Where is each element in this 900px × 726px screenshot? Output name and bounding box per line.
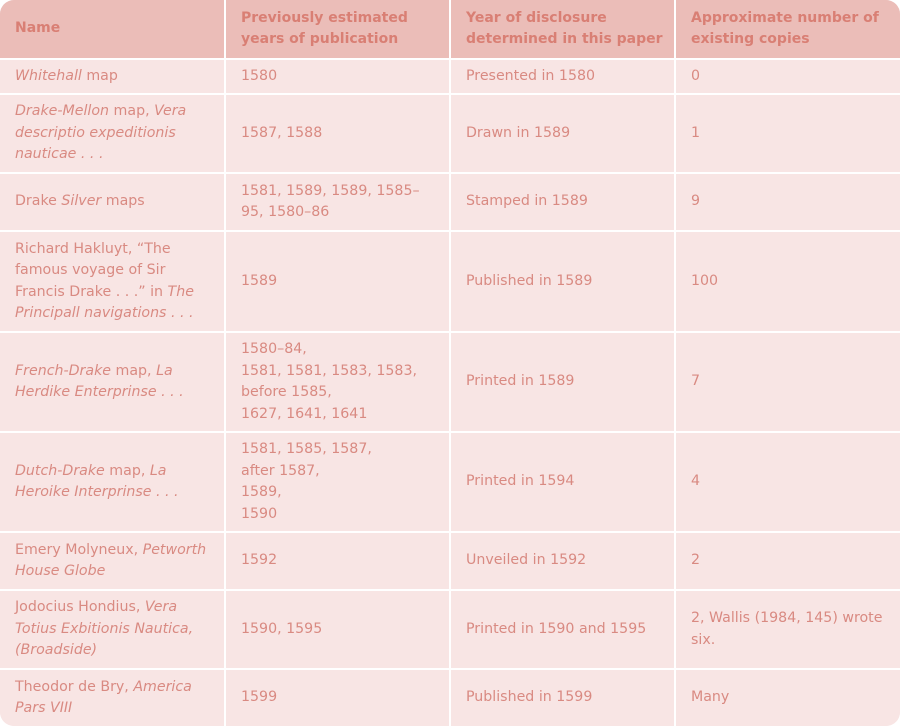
name-text-run: map, [111,362,157,379]
cell-previous-years: 1581, 1585, 1587, after 1587, 1589, 1590 [225,432,451,533]
previous-years-line: 1599 [241,689,278,706]
header-copies: Approximate number of existing copies [675,0,900,60]
previous-years-line: after 1587, [241,462,320,479]
name-text-run: Emery Molyneux, [15,541,143,558]
cell-name: Dutch-Drake map, La Heroike Interprinse … [0,432,226,533]
previous-years-line: 1592 [241,552,278,569]
name-text-run: Drake [15,193,62,210]
name-text-run: America Pars VIII [15,678,192,717]
name-text-run: French-Drake [15,362,112,379]
header-previous-years: Previously estimated years of publicatio… [225,0,451,60]
name-text-run: Silver [61,193,102,210]
previous-years-line: 1580–84, [241,341,307,357]
previous-years-line: 1627, 1641, 1641 [241,405,368,422]
name-text-run: La Herdike Enterprinse . . . [15,362,184,401]
table-body: Whitehall map 1580 Presented in 1580 0 Drake… [0,59,900,726]
cell-disclosure-year: Published in 1589 [450,231,676,333]
cell-disclosure-year: Stamped in 1589 [450,173,676,232]
name-text-run: maps [101,193,145,210]
header-disclosure-year: Year of disclosure determined in this pa… [450,0,676,60]
cell-copies: 100 [675,231,900,333]
cell-copies: 2 [675,532,900,591]
name-text-run: Vera descriptio expeditionis nauticae . … [15,103,187,163]
cell-previous-years: 1581, 1589, 1589, 1585–95, 1580–86 [225,173,451,232]
name-text-run: Petworth House Globe [15,541,207,580]
previous-years-line: before 1585, [241,384,332,400]
cell-name: Richard Hakluyt, “The famous voyage of S… [0,231,226,333]
cell-previous-years: 1580–84, 1581, 1581, 1583, 1583, before 15… [225,332,451,433]
previous-years-line: 1589, [241,484,282,500]
table-row: French-Drake map, La Herdike Enterprinse… [0,332,900,433]
cell-name: Drake-Mellon map, Vera descriptio expedi… [0,94,226,174]
header-row: Name Previously estimated years of publi… [0,0,900,60]
name-text-run: Theodor de Bry, [15,678,134,695]
cell-disclosure-year: Published in 1599 [450,669,676,726]
cell-previous-years: 1592 [225,532,451,591]
previous-years-line: 1590 [241,505,278,522]
name-text-run: map [81,67,118,84]
name-text-run: Richard Hakluyt, “The famous voyage of S… [15,240,171,300]
cell-copies: 9 [675,173,900,232]
previous-years-line: 1589 [241,272,278,289]
cell-copies: Many [675,669,900,726]
previous-years-line: 1581, 1581, 1583, 1583, [241,362,417,379]
previous-years-line: 1580 [241,67,278,84]
name-text-run: map, [109,103,155,120]
cell-name: Jodocius Hondius, Vera Totius Exbitionis… [0,590,226,670]
previous-years-line: 1581, 1589, 1589, 1585–95, 1580–86 [241,182,420,221]
cell-previous-years: 1580 [225,59,451,95]
cell-copies: 7 [675,332,900,433]
cell-previous-years: 1587, 1588 [225,94,451,174]
cell-copies: 1 [675,94,900,174]
name-text-run: La Heroike Interprinse . . . [15,462,179,501]
cell-disclosure-year: Drawn in 1589 [450,94,676,174]
previous-years-line: 1590, 1595 [241,620,323,637]
cell-name: French-Drake map, La Herdike Enterprinse… [0,332,226,433]
cell-name: Whitehall map [0,59,226,95]
cell-copies: 2, Wallis (1984, 145) wrote six. [675,590,900,670]
cell-previous-years: 1599 [225,669,451,726]
cell-previous-years: 1590, 1595 [225,590,451,670]
name-text-run: Vera Totius Exbitionis Nautica, (Broadsi… [15,599,194,659]
cell-disclosure-year: Printed in 1589 [450,332,676,433]
cell-disclosure-year: Presented in 1580 [450,59,676,95]
cell-disclosure-year: Unveiled in 1592 [450,532,676,591]
table-row: Theodor de Bry, America Pars VIII 1599 Pub… [0,669,900,726]
cell-name: Drake Silver maps [0,173,226,232]
name-text-run: Dutch-Drake [15,462,105,479]
header-name: Name [0,0,226,60]
cell-copies: 0 [675,59,900,95]
table-row: Richard Hakluyt, “The famous voyage of S… [0,231,900,333]
previous-years-line: 1587, 1588 [241,124,323,141]
cell-disclosure-year: Printed in 1594 [450,432,676,533]
name-text-run: Whitehall [15,67,82,84]
name-text-run: Drake-Mellon [15,103,110,120]
table-row: Drake Silver maps 1581, 1589, 1589, 1585–… [0,173,900,232]
cell-name: Emery Molyneux, Petworth House Globe [0,532,226,591]
name-text-run: map, [104,462,150,479]
cell-copies: 4 [675,432,900,533]
table-row: Emery Molyneux, Petworth House Globe 1592… [0,532,900,591]
name-text-run: Jodocius Hondius, [15,599,145,616]
name-text-run: The Principall navigations . . . [15,283,194,322]
table-row: Dutch-Drake map, La Heroike Interprinse … [0,432,900,533]
previous-years-line: 1581, 1585, 1587, [241,441,372,457]
table-row: Drake-Mellon map, Vera descriptio expedi… [0,94,900,174]
cell-disclosure-year: Printed in 1590 and 1595 [450,590,676,670]
table-row: Whitehall map 1580 Presented in 1580 0 [0,59,900,95]
table-row: Jodocius Hondius, Vera Totius Exbitionis… [0,590,900,670]
cell-previous-years: 1589 [225,231,451,333]
cell-name: Theodor de Bry, America Pars VIII [0,669,226,726]
